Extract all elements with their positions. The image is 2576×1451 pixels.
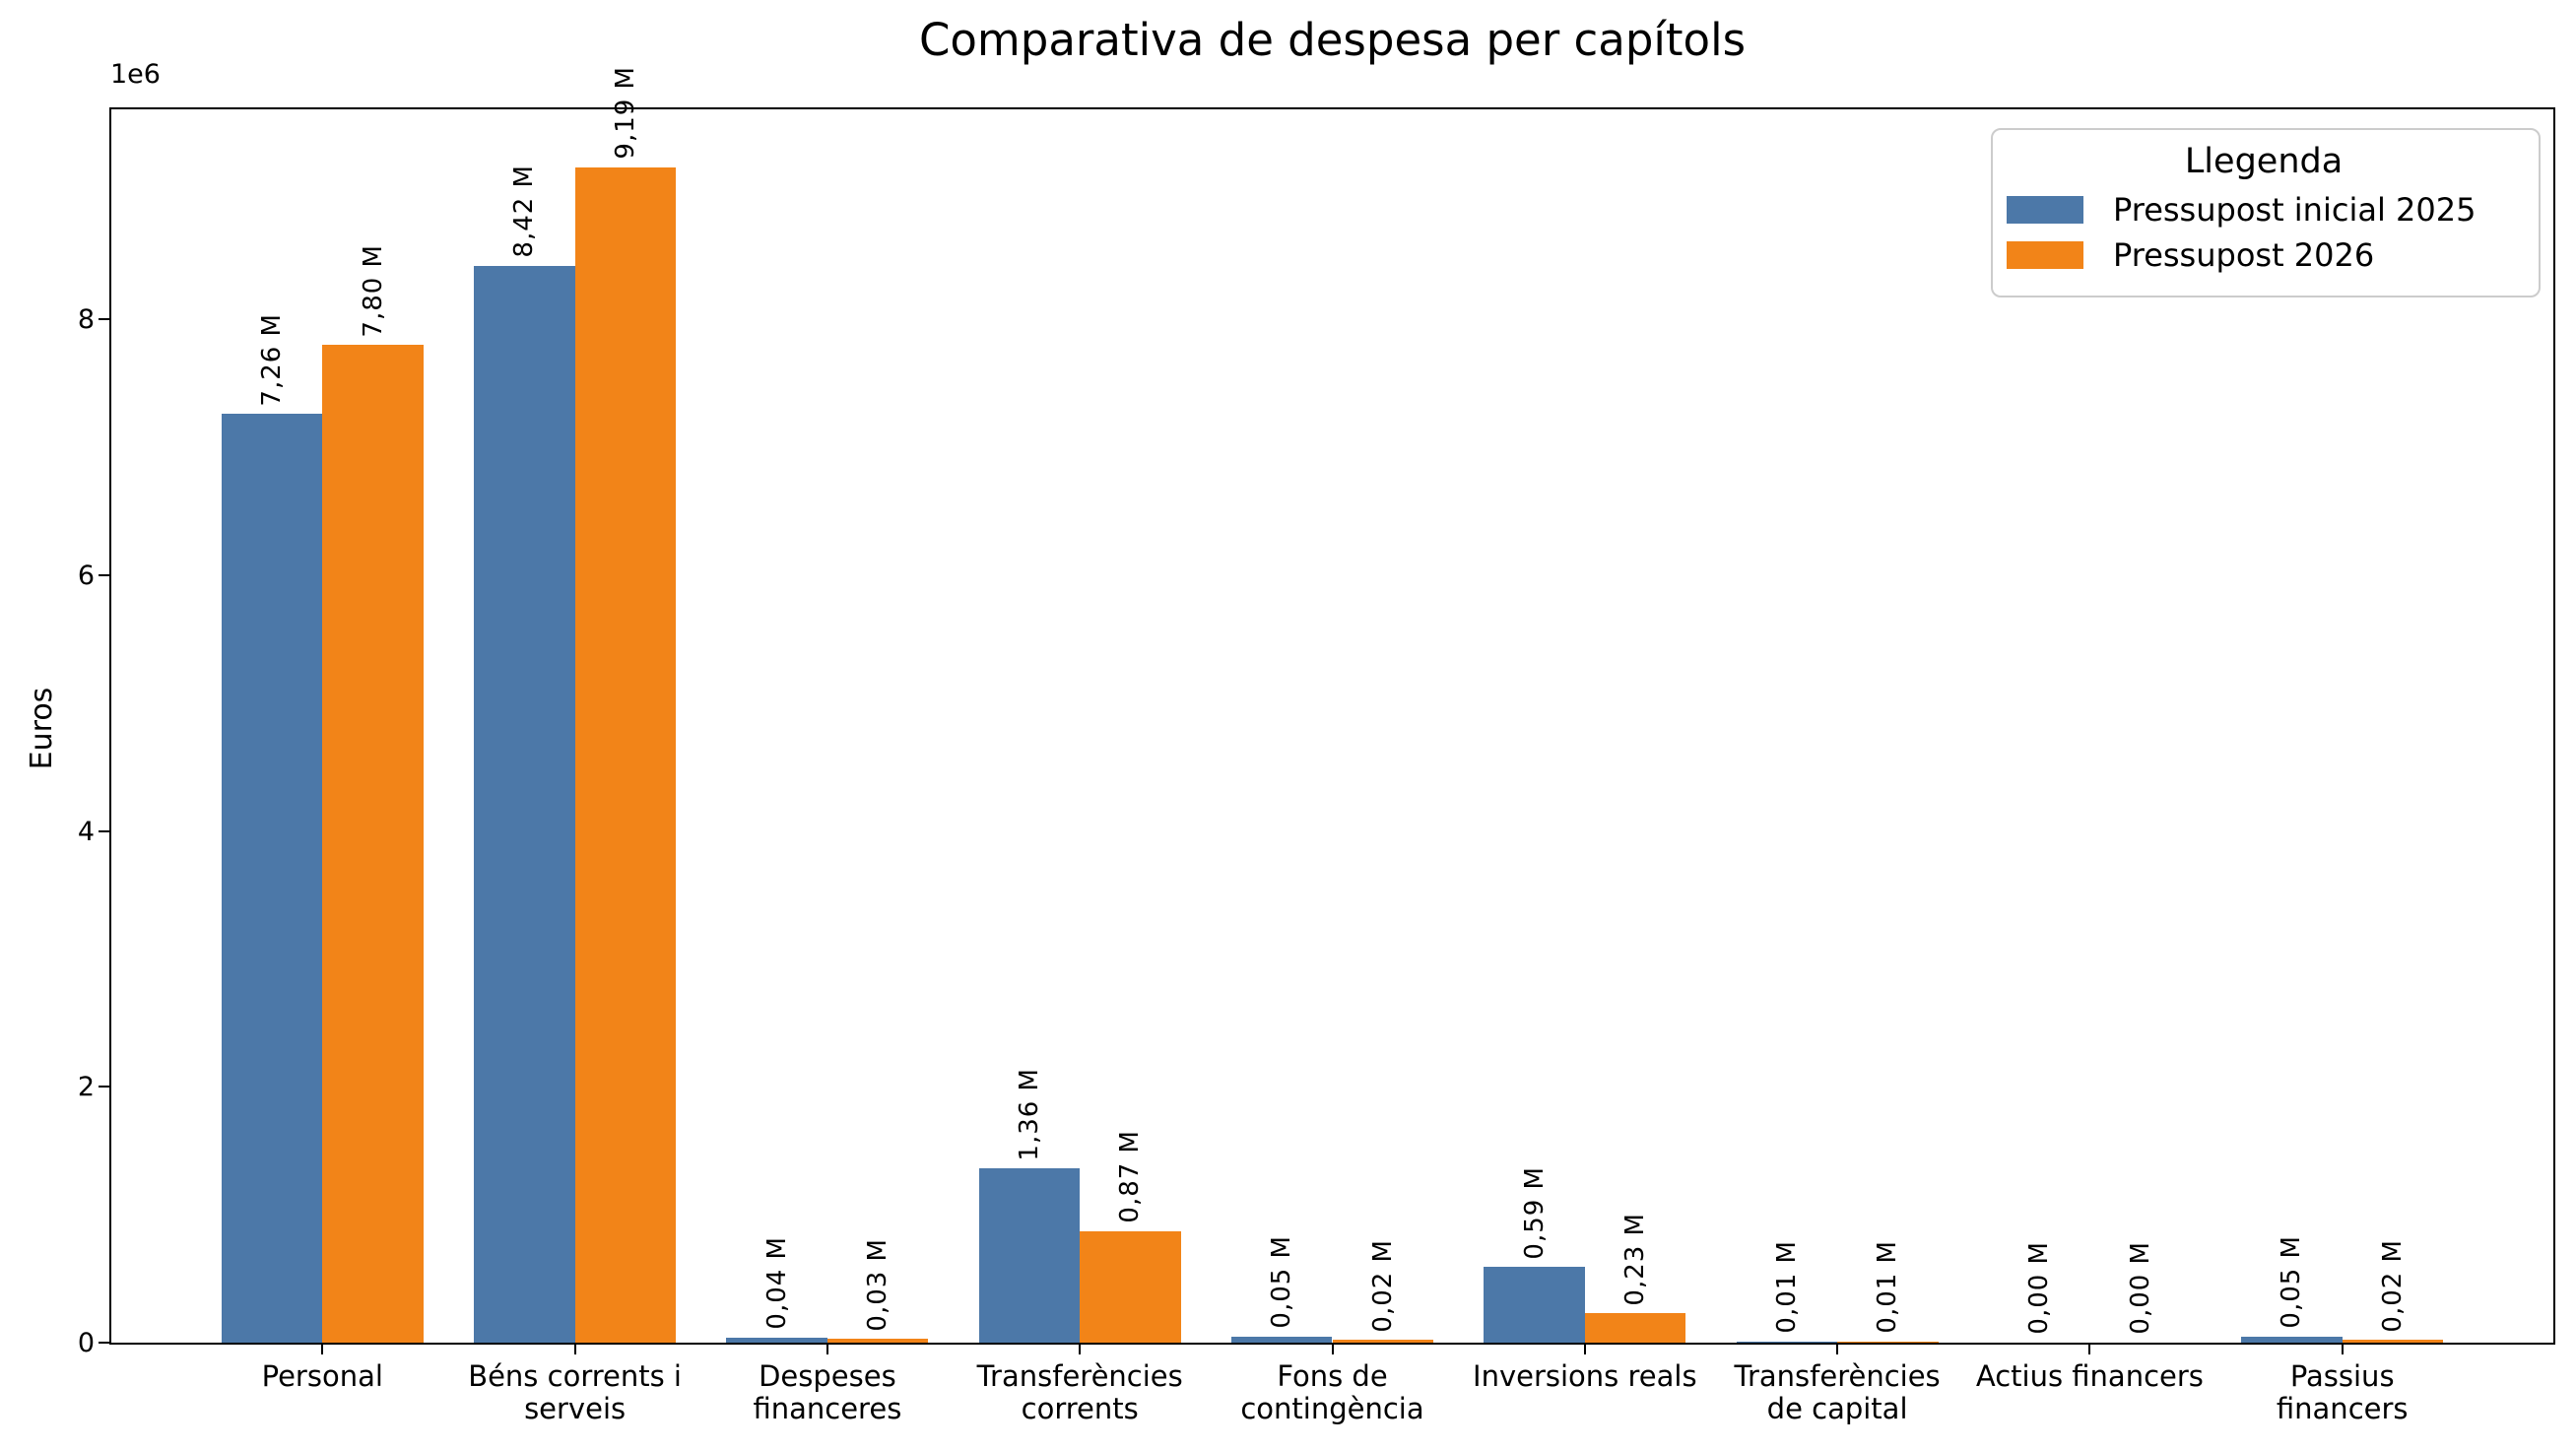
bar-value-label: 7,26 M: [257, 312, 288, 407]
legend-swatch-2026: [2007, 241, 2083, 269]
legend-swatch-2025: [2007, 196, 2083, 224]
bar-value-label: 0,00 M: [2125, 1241, 2155, 1335]
bar-pressupost-inicial-2025-1: [474, 265, 575, 1343]
legend-label-2025: Pressupost inicial 2025: [2113, 191, 2477, 229]
x-tick-label: Personal: [261, 1359, 383, 1393]
x-tick-label: Passius financers: [2276, 1359, 2409, 1426]
x-tick-mark: [1079, 1343, 1082, 1354]
bar-value-label: 7,80 M: [358, 243, 388, 338]
legend-title: Llegenda: [2184, 142, 2344, 181]
bar-value-label: 8,42 M: [509, 165, 540, 258]
bar-value-label: 0,01 M: [1873, 1240, 1903, 1334]
y-axis-label: Euros: [25, 687, 59, 770]
y-tick-label: 0: [77, 1328, 95, 1358]
bar-pressupost-2026-6: [1837, 1341, 1939, 1343]
bar-value-label: 9,19 M: [610, 66, 640, 160]
bar-pressupost-inicial-2025-6: [1736, 1341, 1838, 1343]
bar-value-label: 0,87 M: [1115, 1130, 1146, 1224]
bar-value-label: 0,05 M: [2277, 1234, 2307, 1329]
bar-value-label: 0,02 M: [2377, 1238, 2408, 1333]
legend-item-2026: Pressupost 2026: [2007, 236, 2521, 274]
bar-value-label: 0,23 M: [1620, 1212, 1651, 1306]
x-tick-mark: [2341, 1343, 2344, 1354]
y-tick-mark: [99, 1342, 110, 1344]
bar-pressupost-inicial-2025-3: [978, 1168, 1081, 1343]
x-tick-mark: [573, 1343, 576, 1354]
x-tick-mark: [826, 1343, 828, 1354]
x-tick-mark: [1836, 1343, 1839, 1354]
y-tick-label: 6: [77, 560, 95, 591]
legend: Llegenda Pressupost inicial 2025 Pressup…: [1991, 128, 2541, 297]
bar-value-label: 0,05 M: [1267, 1234, 1297, 1329]
y-axis-offset-label: 1e6: [110, 59, 161, 90]
bar-value-label: 0,00 M: [2024, 1241, 2055, 1335]
bar-pressupost-2026-4: [1332, 1340, 1434, 1343]
x-tick-label: Actius financers: [1975, 1359, 2204, 1393]
y-tick-mark: [99, 829, 110, 832]
x-tick-mark: [2088, 1343, 2091, 1354]
y-tick-label: 8: [77, 304, 95, 336]
bar-pressupost-inicial-2025-0: [221, 414, 323, 1343]
x-tick-mark: [1331, 1343, 1334, 1354]
x-tick-label: Transferències de capital: [1734, 1359, 1941, 1426]
x-tick-label: Inversions reals: [1473, 1359, 1697, 1393]
bar-value-label: 0,03 M: [863, 1237, 893, 1332]
bar-value-label: 0,02 M: [1367, 1238, 1398, 1333]
x-tick-label: Despeses financeres: [753, 1359, 902, 1426]
y-tick-mark: [99, 573, 110, 576]
bar-value-label: 1,36 M: [1014, 1067, 1044, 1161]
x-tick-mark: [321, 1343, 324, 1354]
bar-pressupost-2026-0: [322, 345, 424, 1343]
x-tick-label: Transferències corrents: [976, 1359, 1183, 1426]
bar-pressupost-2026-1: [574, 166, 677, 1343]
y-tick-mark: [99, 1086, 110, 1088]
bar-pressupost-2026-2: [826, 1339, 929, 1343]
bar-value-label: 0,59 M: [1519, 1165, 1550, 1260]
bar-pressupost-inicial-2025-2: [726, 1337, 827, 1343]
bar-value-label: 0,01 M: [1771, 1240, 1802, 1334]
y-tick-label: 2: [77, 1072, 95, 1103]
chart-title: Comparativa de despesa per capítols: [918, 14, 1747, 66]
x-tick-label: Fons de contingència: [1240, 1359, 1424, 1426]
bar-value-label: 0,04 M: [761, 1236, 792, 1330]
bar-pressupost-inicial-2025-5: [1484, 1267, 1585, 1343]
y-tick-mark: [99, 318, 110, 321]
bar-pressupost-2026-3: [1080, 1231, 1181, 1343]
bar-pressupost-2026-5: [1584, 1313, 1686, 1343]
bar-pressupost-inicial-2025-8: [2241, 1336, 2343, 1343]
x-tick-label: Béns corrents i serveis: [468, 1359, 682, 1426]
legend-label-2026: Pressupost 2026: [2113, 236, 2375, 274]
legend-item-2025: Pressupost inicial 2025: [2007, 191, 2521, 229]
bar-pressupost-inicial-2025-4: [1230, 1336, 1333, 1343]
x-tick-mark: [1583, 1343, 1586, 1354]
bar-pressupost-2026-8: [2342, 1340, 2444, 1343]
y-tick-label: 4: [77, 816, 95, 847]
